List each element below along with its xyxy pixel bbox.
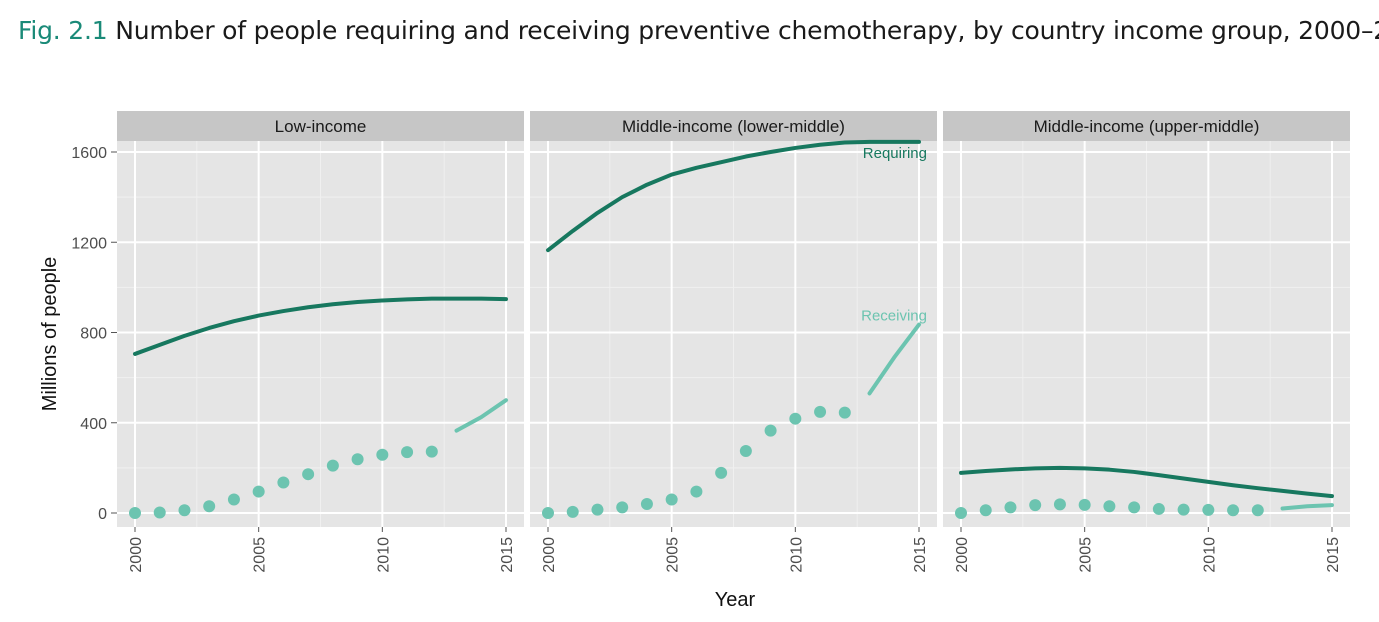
series-requiring-line: [133, 296, 508, 356]
x-axis-title: Year: [715, 589, 756, 611]
y-tick-label: 0: [98, 506, 107, 523]
receiving-point: [838, 406, 851, 419]
x-tick-label: 2000: [128, 537, 145, 573]
receiving-point: [764, 424, 777, 437]
y-tick-label: 800: [80, 326, 107, 343]
panel-3: Middle-income (upper-middle) 2000 2005 2010…: [943, 111, 1350, 573]
x-tick-label: 2010: [1201, 537, 1218, 573]
series-requiring-line: [546, 139, 921, 253]
series-receiving-line: [1280, 503, 1334, 511]
series-requiring-line: [959, 465, 1334, 499]
x-tick-label: 2010: [375, 537, 392, 573]
receiving-point: [1103, 500, 1116, 513]
receiving-point: [591, 503, 604, 516]
receiving-point: [1029, 499, 1042, 512]
receiving-point: [1227, 504, 1240, 517]
panel-title: Middle-income (upper-middle): [1034, 117, 1260, 136]
receiving-point: [566, 505, 579, 518]
receiving-point: [814, 405, 827, 418]
receiving-point: [1177, 503, 1190, 516]
figure-title: Fig. 2.1 Number of people requiring and …: [18, 14, 1379, 48]
receiving-point: [252, 485, 265, 498]
receiving-point: [1078, 498, 1091, 511]
receiving-point: [203, 500, 216, 513]
receiving-point: [789, 412, 802, 425]
y-tick-label: 400: [80, 416, 107, 433]
y-axis-title: Millions of people: [39, 257, 61, 412]
receiving-point: [277, 476, 290, 489]
receiving-point: [376, 448, 389, 461]
receiving-point: [326, 459, 339, 472]
figure-number: Fig. 2.1: [18, 16, 108, 45]
figure-title-text: Number of people requiring and receiving…: [115, 16, 1379, 45]
panel-title: Low-income: [275, 117, 367, 136]
annotation-requiring: Requiring: [863, 145, 927, 162]
receiving-point: [1128, 501, 1141, 514]
x-tick-label: 2010: [788, 537, 805, 573]
receiving-point: [616, 501, 629, 514]
series-receiving-line: [454, 398, 508, 433]
x-tick-label: 2000: [954, 537, 971, 573]
receiving-point: [1202, 503, 1215, 516]
receiving-point: [955, 507, 967, 519]
y-tick-label: 1200: [71, 235, 107, 252]
receiving-point: [665, 493, 678, 506]
panel-strip: [530, 111, 937, 141]
x-tick-label: 2000: [541, 537, 558, 573]
receiving-point: [715, 466, 728, 479]
receiving-point: [1251, 504, 1264, 517]
receiving-point: [425, 445, 438, 458]
receiving-point: [739, 444, 752, 457]
receiving-point: [351, 453, 364, 466]
x-tick-label: 2015: [1325, 537, 1342, 573]
receiving-point: [542, 507, 554, 519]
panel-2: Middle-income (lower-middle) 2000 2005 2010…: [530, 111, 937, 573]
series-receiving-line: [867, 322, 921, 396]
panel-1: Low-income 2000 2005 2010 2015: [117, 111, 524, 573]
receiving-point: [302, 468, 315, 481]
x-tick-label: 2005: [252, 537, 269, 573]
x-tick-label: 2005: [665, 537, 682, 573]
y-tick-label: 1600: [71, 145, 107, 162]
receiving-point: [1004, 501, 1017, 514]
receiving-point: [401, 446, 414, 459]
receiving-point: [227, 493, 240, 506]
receiving-point: [979, 504, 992, 517]
x-tick-label: 2005: [1078, 537, 1095, 573]
x-tick-label: 2015: [912, 537, 929, 573]
receiving-point: [1053, 498, 1066, 511]
receiving-point: [178, 504, 191, 517]
receiving-point: [153, 506, 166, 519]
receiving-point: [690, 485, 703, 498]
panel-title: Middle-income (lower-middle): [622, 117, 845, 136]
panel-strip: [943, 111, 1350, 141]
receiving-point: [1152, 502, 1165, 515]
receiving-point: [129, 507, 141, 519]
panel-strip: [117, 111, 524, 141]
x-tick-label: 2015: [499, 537, 516, 573]
receiving-point: [640, 497, 653, 510]
annotation-receiving: Receiving: [861, 307, 927, 324]
